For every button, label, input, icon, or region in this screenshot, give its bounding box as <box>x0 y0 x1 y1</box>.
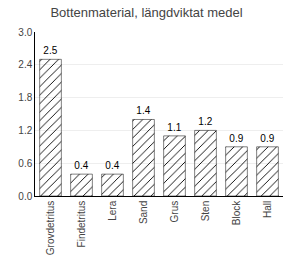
svg-text:0.0: 0.0 <box>18 191 32 202</box>
svg-text:Sand: Sand <box>138 201 149 224</box>
svg-text:1.4: 1.4 <box>136 105 150 116</box>
svg-text:Grovdetritus: Grovdetritus <box>45 201 56 255</box>
svg-text:0.6: 0.6 <box>18 158 32 169</box>
svg-text:1.2: 1.2 <box>198 116 212 127</box>
svg-text:Hall: Hall <box>262 201 273 218</box>
svg-text:Lera: Lera <box>107 200 118 220</box>
svg-text:Sten: Sten <box>200 201 211 222</box>
svg-text:0.9: 0.9 <box>229 133 243 144</box>
svg-text:Block: Block <box>231 200 242 225</box>
svg-text:2.5: 2.5 <box>43 45 57 56</box>
svg-text:Findetritus: Findetritus <box>76 201 87 248</box>
svg-text:3.0: 3.0 <box>18 27 32 38</box>
svg-text:1.2: 1.2 <box>18 125 32 136</box>
svg-text:Grus: Grus <box>169 201 180 223</box>
svg-text:Bottenmaterial, längdviktat me: Bottenmaterial, längdviktat medel <box>50 5 242 20</box>
svg-text:0.4: 0.4 <box>74 160 88 171</box>
svg-text:1.1: 1.1 <box>167 122 181 133</box>
svg-text:2.4: 2.4 <box>18 59 32 70</box>
svg-text:0.9: 0.9 <box>260 133 274 144</box>
svg-text:0.4: 0.4 <box>105 160 119 171</box>
svg-text:1.8: 1.8 <box>18 92 32 103</box>
